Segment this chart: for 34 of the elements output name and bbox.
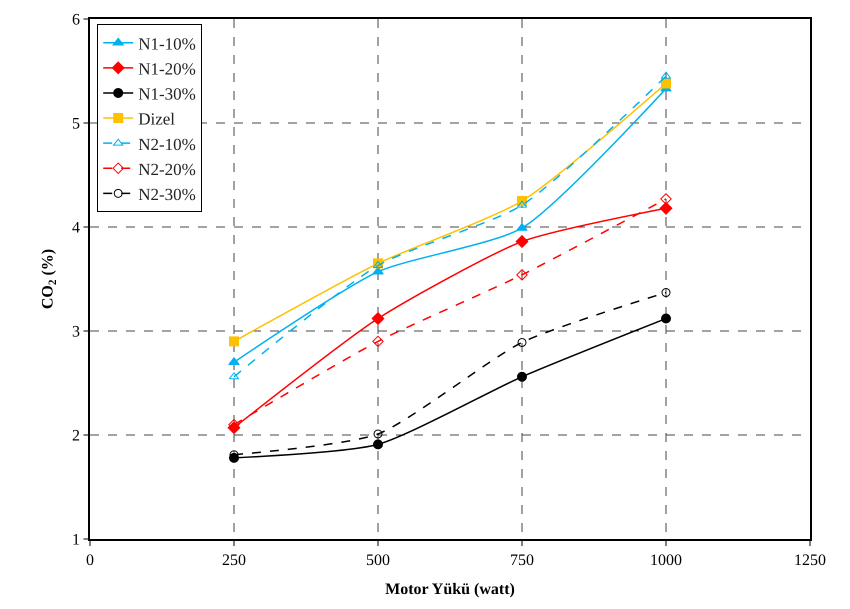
- legend-label: N2-30%: [138, 184, 196, 204]
- point: [516, 269, 528, 281]
- x-tick-label: 0: [86, 552, 94, 569]
- legend-label: N2-10%: [138, 134, 196, 154]
- point: [661, 314, 671, 324]
- point: [229, 336, 239, 346]
- y-tick-label: 3: [72, 324, 80, 341]
- point: [517, 372, 527, 382]
- point: [661, 78, 671, 88]
- x-tick-label: 500: [366, 552, 390, 569]
- legend-label: N1-30%: [138, 84, 196, 104]
- point: [660, 193, 672, 205]
- point: [662, 288, 670, 298]
- y-tick-label: 1: [72, 532, 80, 549]
- point: [372, 312, 384, 325]
- x-tick-label: 750: [510, 552, 534, 569]
- x-tick-label: 250: [222, 552, 246, 569]
- x-axis-title: Motor Yükü (watt): [385, 581, 515, 598]
- y-tick-label: 5: [72, 116, 80, 133]
- point: [374, 429, 382, 438]
- y-tick-label: 4: [72, 220, 80, 237]
- y-tick-label: 6: [72, 12, 80, 29]
- x-tick-label: 1250: [794, 552, 826, 569]
- point: [516, 235, 528, 248]
- point: [373, 439, 383, 450]
- x-tick-label: 1000: [650, 552, 682, 569]
- point: [660, 202, 672, 215]
- legend-label: N1-20%: [138, 59, 196, 78]
- legend-label: N1-10%: [138, 34, 196, 54]
- legend-label: Dizel: [138, 110, 176, 129]
- y-tick-label: 2: [72, 428, 80, 445]
- point: [518, 338, 526, 347]
- point: [372, 336, 384, 348]
- legend-label: N2-20%: [138, 160, 196, 179]
